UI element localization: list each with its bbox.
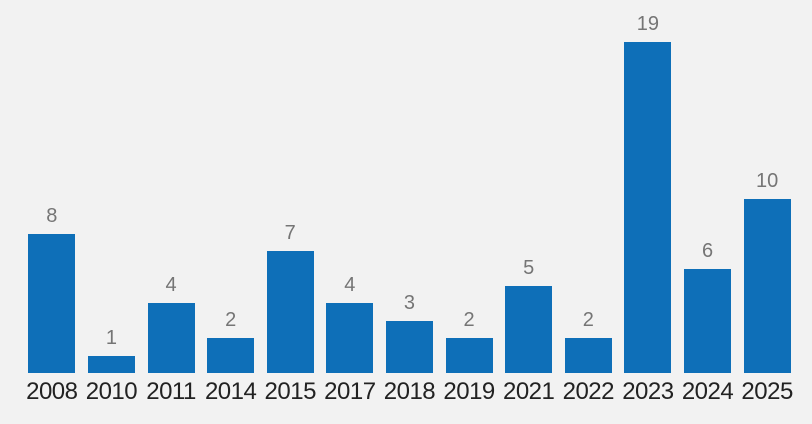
bar-column: 2 2019 — [439, 0, 499, 424]
x-axis-tick-label: 2025 — [741, 378, 793, 405]
bar-column: 2 2014 — [201, 0, 261, 424]
bar-value-label: 2 — [582, 309, 594, 331]
bar[interactable] — [445, 338, 493, 373]
x-axis-tick-label: 2023 — [622, 378, 674, 405]
x-axis-tick-label: 2019 — [443, 378, 495, 405]
x-axis-tick-label: 2010 — [85, 378, 138, 405]
bar[interactable] — [564, 338, 612, 373]
bar-value-label: 1 — [105, 327, 117, 349]
bar-column: 7 2015 — [260, 0, 320, 424]
bar-value-label: 2 — [225, 309, 237, 331]
bar[interactable] — [266, 251, 314, 373]
bar-column: 1 2010 — [82, 0, 142, 424]
plot-area: 8 2008 1 2010 4 2011 2 2014 7 2015 4 201… — [22, 0, 797, 424]
bar-value-label: 19 — [636, 13, 660, 35]
x-axis-tick-label: 2008 — [26, 378, 78, 405]
bar[interactable] — [28, 234, 76, 373]
bar[interactable] — [326, 303, 374, 373]
x-axis-tick-label: 2021 — [502, 378, 555, 405]
x-axis-tick-label: 2017 — [324, 378, 376, 405]
x-axis-tick-label: 2015 — [264, 378, 317, 405]
x-axis-tick-label: 2022 — [562, 378, 615, 405]
bar-column: 10 2025 — [737, 0, 797, 424]
bar-value-label: 3 — [403, 292, 416, 314]
bar-column: 2 2022 — [558, 0, 618, 424]
bar[interactable] — [87, 356, 135, 373]
bar[interactable] — [624, 42, 672, 373]
x-axis-tick-label: 2024 — [681, 378, 734, 405]
bar-column: 3 2018 — [380, 0, 440, 424]
bar-column: 19 2023 — [618, 0, 678, 424]
bar[interactable] — [385, 321, 433, 373]
bar-column: 8 2008 — [22, 0, 82, 424]
bar-value-label: 8 — [46, 205, 58, 227]
bar-column: 5 2021 — [499, 0, 559, 424]
bar[interactable] — [147, 303, 195, 373]
bar-value-label: 7 — [284, 222, 296, 244]
bar-value-label: 4 — [165, 274, 177, 296]
bar[interactable] — [207, 338, 255, 373]
x-axis-tick-label: 2018 — [383, 378, 436, 405]
bar[interactable] — [684, 269, 731, 373]
bar-value-label: 5 — [523, 257, 535, 279]
bar[interactable] — [743, 199, 791, 373]
bar-value-label: 6 — [701, 240, 714, 262]
bar-column: 4 2011 — [141, 0, 201, 424]
bar-value-label: 2 — [463, 309, 475, 331]
x-axis-tick-label: 2011 — [146, 378, 196, 405]
bar-value-label: 4 — [344, 274, 356, 296]
bar-column: 4 2017 — [320, 0, 380, 424]
bar-column: 6 2024 — [678, 0, 738, 424]
x-axis-tick-label: 2014 — [204, 378, 257, 405]
bar[interactable] — [505, 286, 553, 373]
bar-value-label: 10 — [755, 170, 779, 192]
